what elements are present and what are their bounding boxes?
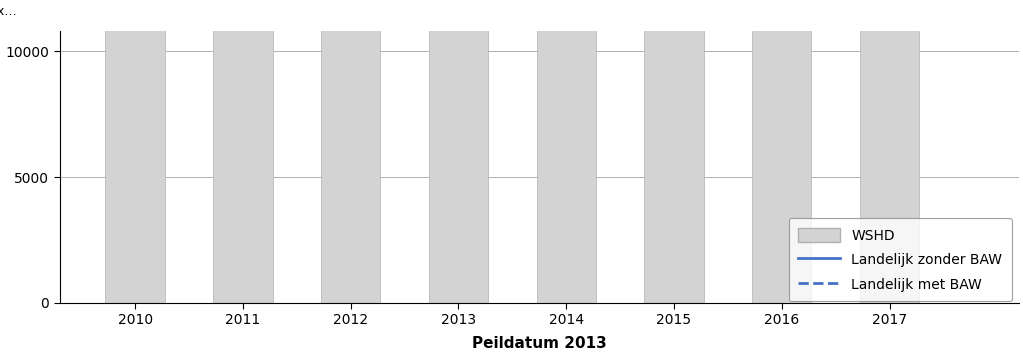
X-axis label: Peildatum 2013: Peildatum 2013: [472, 336, 607, 350]
Bar: [536, 0, 595, 303]
Bar: [213, 0, 272, 303]
Bar: [105, 0, 165, 303]
Legend: WSHD, Landelijk zonder BAW, Landelijk met BAW: WSHD, Landelijk zonder BAW, Landelijk me…: [789, 218, 1012, 301]
Bar: [321, 0, 381, 303]
Bar: [644, 0, 704, 303]
Bar: [860, 0, 919, 303]
Text: (x…: (x…: [0, 4, 17, 17]
Bar: [429, 0, 488, 303]
Bar: [752, 0, 811, 303]
